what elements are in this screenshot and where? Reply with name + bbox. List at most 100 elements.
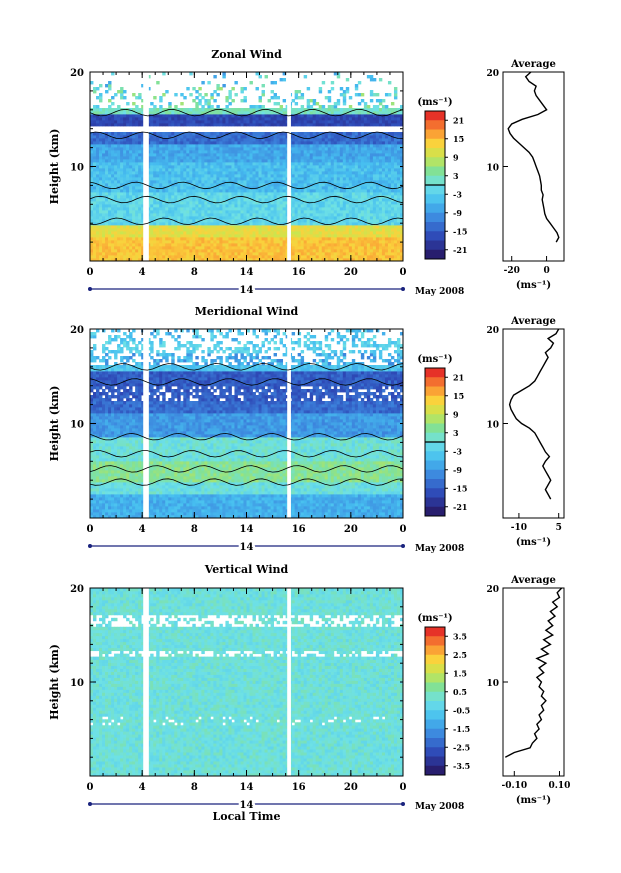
heatmap-cell	[135, 204, 139, 208]
heatmap-cell	[249, 243, 253, 247]
heatmap-cell	[354, 258, 359, 262]
heatmap-cell	[228, 138, 232, 142]
heatmap-cell	[237, 141, 241, 145]
heatmap-cell	[219, 162, 223, 166]
heatmap-cell	[114, 174, 118, 178]
heatmap-cell	[372, 168, 377, 172]
heatmap-cell	[156, 234, 160, 238]
heatmap-cell	[108, 219, 112, 223]
heatmap-cell	[195, 222, 199, 226]
heatmap-cell	[198, 237, 202, 241]
heatmap-cell	[222, 243, 226, 247]
heatmap-cell	[189, 111, 193, 115]
heatmap-cell	[279, 165, 284, 169]
heatmap-cell	[222, 228, 226, 232]
heatmap-cell	[102, 150, 106, 154]
heatmap-cell	[123, 120, 127, 124]
heatmap-cell	[240, 159, 244, 163]
heatmap-cell	[108, 105, 112, 109]
heatmap-cell	[279, 231, 284, 235]
heatmap-cell	[372, 210, 377, 214]
heatmap-cell	[270, 204, 274, 208]
heatmap-cell	[261, 249, 265, 253]
heatmap-cell	[363, 144, 368, 148]
heatmap-cell	[105, 249, 109, 253]
heatmap-cell	[207, 231, 211, 235]
heatmap-cell	[201, 171, 205, 175]
heatmap-cell	[213, 246, 217, 250]
heatmap-cell	[96, 210, 100, 214]
heatmap-cell	[345, 183, 350, 187]
heatmap-cell	[129, 150, 133, 154]
heatmap-cell	[210, 111, 214, 115]
heatmap-cell	[198, 249, 202, 253]
heatmap-cell	[180, 219, 184, 223]
heatmap-cell	[255, 249, 259, 253]
heatmap-cell	[207, 180, 211, 184]
heatmap-cell	[129, 171, 133, 175]
heatmap-cell	[90, 225, 94, 229]
heatmap-cell	[234, 219, 238, 223]
heatmap-cell	[246, 204, 250, 208]
heatmap-cell	[279, 78, 284, 82]
heatmap-cell	[195, 138, 199, 142]
heatmap-cell	[147, 123, 151, 127]
heatmap-cell	[180, 249, 184, 253]
heatmap-cell	[318, 135, 323, 139]
heatmap-cell	[177, 216, 181, 220]
heatmap-cell	[90, 207, 94, 211]
heatmap-cell	[228, 153, 232, 157]
heatmap-cell	[297, 243, 302, 247]
heatmap-cell	[102, 153, 106, 157]
heatmap-cell	[261, 180, 265, 184]
heatmap-cell	[378, 192, 383, 196]
heatmap-cell	[207, 174, 211, 178]
heatmap-cell	[219, 123, 223, 127]
heatmap-cell	[354, 183, 359, 187]
heatmap-cell	[342, 258, 347, 262]
heatmap-cell	[324, 258, 329, 262]
heatmap-cell	[372, 192, 377, 196]
heatmap-cell	[216, 84, 220, 88]
heatmap-cell	[123, 174, 127, 178]
heatmap-cell	[183, 117, 187, 121]
heatmap-cell	[246, 177, 250, 181]
heatmap-cell	[198, 141, 202, 145]
heatmap-cell	[216, 114, 220, 118]
heatmap-cell	[162, 162, 166, 166]
heatmap-cell	[99, 108, 103, 112]
heatmap-cell	[225, 105, 229, 109]
heatmap-cell	[201, 228, 205, 232]
heatmap-cell	[222, 165, 226, 169]
heatmap-cell	[294, 213, 299, 217]
heatmap-cell	[210, 93, 214, 97]
heatmap-cell	[198, 225, 202, 229]
heatmap-cell	[264, 195, 268, 199]
heatmap-cell	[270, 111, 274, 115]
heatmap-cell	[246, 252, 250, 256]
heatmap-cell	[279, 246, 284, 250]
heatmap-cell	[207, 240, 211, 244]
heatmap-cell	[369, 255, 374, 259]
heatmap-cell	[177, 231, 181, 235]
heatmap-cell	[228, 141, 232, 145]
heatmap-cell	[243, 180, 247, 184]
heatmap-cell	[222, 210, 226, 214]
heatmap-cell	[255, 174, 259, 178]
heatmap-cell	[189, 204, 193, 208]
heatmap-cell	[276, 150, 281, 154]
heatmap-cell	[330, 207, 335, 211]
heatmap-cell	[150, 216, 154, 220]
heatmap-cell	[186, 231, 190, 235]
heatmap-cell	[135, 222, 139, 226]
heatmap-cell	[318, 138, 323, 142]
heatmap-cell	[105, 183, 109, 187]
heatmap-cell	[129, 222, 133, 226]
heatmap-cell	[231, 252, 235, 256]
heatmap-cell	[312, 240, 317, 244]
heatmap-cell	[120, 225, 124, 229]
heatmap-cell	[138, 171, 142, 175]
heatmap-cell	[153, 171, 157, 175]
heatmap-cell	[246, 237, 250, 241]
heatmap-cell	[108, 252, 112, 256]
